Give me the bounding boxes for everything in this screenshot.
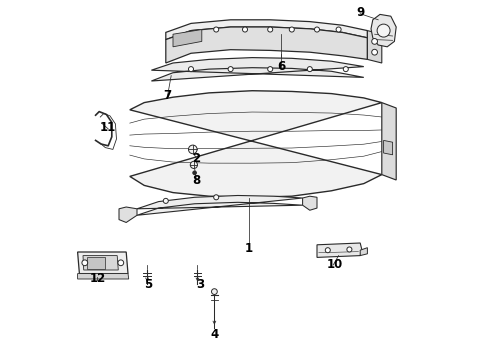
Circle shape bbox=[189, 67, 194, 72]
Polygon shape bbox=[384, 140, 392, 155]
Circle shape bbox=[163, 198, 169, 203]
Text: 6: 6 bbox=[277, 60, 285, 73]
Circle shape bbox=[347, 247, 352, 252]
Text: 5: 5 bbox=[144, 278, 152, 291]
Polygon shape bbox=[119, 207, 137, 222]
Polygon shape bbox=[166, 27, 368, 63]
Circle shape bbox=[315, 27, 319, 32]
Polygon shape bbox=[303, 196, 317, 210]
Polygon shape bbox=[151, 58, 364, 81]
Polygon shape bbox=[130, 91, 382, 197]
Circle shape bbox=[325, 248, 330, 253]
Polygon shape bbox=[166, 20, 368, 40]
Polygon shape bbox=[77, 252, 128, 274]
Text: 11: 11 bbox=[100, 121, 116, 134]
Circle shape bbox=[268, 27, 273, 32]
Circle shape bbox=[193, 171, 196, 175]
Text: 9: 9 bbox=[356, 6, 365, 19]
Circle shape bbox=[243, 27, 247, 32]
Polygon shape bbox=[77, 274, 129, 279]
Polygon shape bbox=[371, 14, 396, 47]
Circle shape bbox=[82, 260, 88, 266]
Polygon shape bbox=[173, 30, 202, 47]
Circle shape bbox=[343, 67, 348, 72]
Circle shape bbox=[214, 27, 219, 32]
Text: 2: 2 bbox=[193, 152, 200, 165]
Circle shape bbox=[268, 67, 273, 72]
Circle shape bbox=[190, 161, 197, 168]
Polygon shape bbox=[382, 103, 396, 180]
Text: 4: 4 bbox=[210, 328, 219, 341]
Text: 3: 3 bbox=[196, 278, 204, 291]
Circle shape bbox=[289, 27, 294, 32]
Circle shape bbox=[372, 39, 377, 44]
Polygon shape bbox=[360, 248, 368, 256]
Circle shape bbox=[189, 145, 197, 154]
Text: 10: 10 bbox=[327, 258, 343, 271]
Circle shape bbox=[212, 289, 217, 294]
Circle shape bbox=[307, 67, 312, 72]
Circle shape bbox=[377, 24, 390, 37]
Text: 7: 7 bbox=[164, 89, 171, 102]
Polygon shape bbox=[317, 243, 362, 257]
Polygon shape bbox=[83, 256, 118, 270]
Circle shape bbox=[336, 27, 341, 32]
Text: 1: 1 bbox=[245, 242, 253, 255]
Circle shape bbox=[118, 260, 123, 266]
Polygon shape bbox=[368, 31, 382, 63]
Circle shape bbox=[214, 195, 219, 200]
Polygon shape bbox=[137, 195, 303, 215]
Text: 12: 12 bbox=[89, 273, 105, 285]
Circle shape bbox=[372, 49, 377, 55]
Circle shape bbox=[228, 67, 233, 72]
Text: 8: 8 bbox=[192, 174, 200, 186]
Polygon shape bbox=[87, 257, 104, 269]
